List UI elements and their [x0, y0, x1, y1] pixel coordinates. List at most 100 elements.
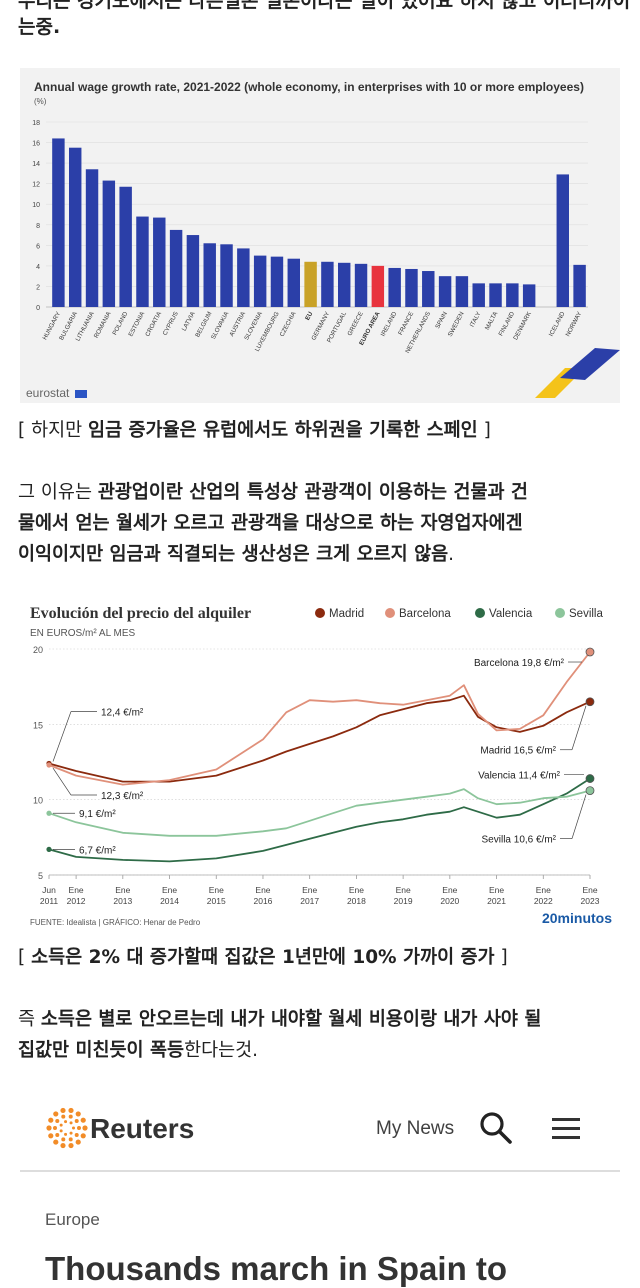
reuters-logo-dot: [72, 1126, 75, 1130]
wage-bar: [237, 248, 250, 307]
legend-marker-madrid: [315, 608, 325, 618]
para1-line2: 물에서 얻는 월세가 오르고 관광객을 대상으로 하는 자영업자에겐: [18, 509, 523, 535]
20minutos-logo: 20minutos: [542, 910, 612, 926]
rent-end-point-madrid: [585, 697, 595, 707]
rent-x-tick-label: Ene: [442, 885, 457, 895]
para2-line2-post: 한다는것.: [184, 1040, 259, 1061]
wage-bar: [253, 255, 267, 307]
wage-category-label: SPAIN: [434, 311, 449, 330]
reuters-logo-dot: [48, 1117, 54, 1123]
rent-start-point-barcelona: [46, 762, 52, 768]
para1-line1: 그 이유는 관광업이란 산업의 특성상 관광객이 이용하는 건물과 건: [18, 478, 528, 504]
eurostat-logo: eurostat: [26, 386, 87, 400]
caption-wage-pre: [ 하지만: [18, 420, 89, 441]
wage-y-tick-label: 10: [32, 202, 40, 209]
hamburger-menu-icon[interactable]: [550, 1114, 582, 1142]
rent-price-chart-svg: Evolución del precio del alquiler EN EUR…: [30, 605, 612, 927]
caption-rent-bold: 소득은 2% 대 증가할때 집값은 1년만에 10% 가까이 증가: [31, 947, 495, 968]
legend-label-sevilla: Sevilla: [569, 608, 603, 620]
reuters-logo-icon[interactable]: [45, 1106, 89, 1150]
rent-y-tick-label: 15: [33, 720, 43, 730]
my-news-link[interactable]: My News: [376, 1118, 455, 1139]
wage-category-label: CZECHIA: [279, 310, 298, 338]
legend-marker-sevilla: [555, 608, 565, 618]
wage-bar: [354, 263, 368, 307]
rent-chart-title: Evolución del precio del alquiler: [30, 605, 251, 622]
para2-line2: 집값만 미친듯이 폭등한다는것.: [18, 1036, 258, 1062]
rent-y-tick-label: 20: [33, 645, 43, 655]
rent-end-point-barcelona: [585, 647, 595, 657]
para1-line3: 이익이지만 임금과 직결되는 생산성은 크게 오르지 않음.: [18, 540, 454, 566]
rent-x-tick-label: 2014: [160, 896, 179, 906]
reuters-logo-dot: [64, 1120, 68, 1124]
wage-bar: [472, 283, 485, 307]
rent-y-tick-label: 5: [38, 871, 43, 881]
reuters-logo-dot: [55, 1133, 60, 1138]
rent-x-tick-label: 2022: [534, 896, 553, 906]
wage-bar: [388, 267, 401, 307]
search-icon[interactable]: [478, 1110, 514, 1146]
wage-category-label: LATVIA: [181, 310, 197, 332]
rent-x-tick-label: Ene: [162, 885, 177, 895]
caption-rent-pre: [: [18, 947, 32, 968]
wage-category-label: FINLAND: [497, 310, 516, 337]
reuters-logo-dot: [69, 1131, 73, 1135]
reuters-logo-dot: [60, 1142, 66, 1149]
eurostat-ribbon-graphic: [535, 348, 620, 398]
wage-growth-chart: Annual wage growth rate, 2021-2022 (whol…: [20, 68, 620, 403]
wage-bar: [52, 138, 65, 307]
wage-category-label: ITALY: [469, 311, 483, 329]
wage-category-label: POLAND: [111, 310, 129, 336]
wage-y-tick-label: 2: [36, 284, 40, 291]
eurostat-logo-text: eurostat: [26, 386, 70, 400]
rent-end-point-sevilla: [585, 786, 595, 796]
reuters-logo-dot: [46, 1125, 52, 1131]
legend-label-valencia: Valencia: [489, 608, 533, 620]
article-headline[interactable]: Thousands march in Spain to: [45, 1250, 508, 1287]
wage-bar: [102, 180, 116, 307]
wage-category-label: ROMANIA: [93, 310, 113, 340]
wage-bar: [68, 147, 82, 307]
rent-x-tick-label: 2011: [40, 896, 59, 906]
para2-line1: 즉 소득은 별로 안오르는데 내가 내야할 월세 비용이랑 내가 사야 될: [18, 1005, 541, 1031]
rent-x-tick-label: Ene: [115, 885, 130, 895]
rent-x-tick-label: Ene: [349, 885, 364, 895]
reuters-logo-dot: [74, 1118, 79, 1123]
reuters-logo-text[interactable]: Reuters: [90, 1113, 195, 1144]
wage-bar: [455, 276, 469, 307]
rent-end-point-valencia: [585, 774, 595, 783]
legend-label-barcelona: Barcelona: [399, 608, 451, 620]
rent-line-barcelona: [48, 651, 591, 786]
rent-x-tick-label: 2020: [440, 896, 459, 906]
caption-rent-post: ]: [494, 947, 508, 968]
wage-bar: [438, 276, 452, 307]
annotation-valencia-end: Valencia 11,4 €/m²: [478, 771, 561, 782]
reuters-logo-dot: [68, 1114, 73, 1119]
eu-flag-icon: [74, 389, 87, 398]
annotation-sevilla-start: 9,1 €/m²: [79, 809, 116, 820]
rent-x-tick-label: Ene: [69, 885, 84, 895]
rent-x-tick-label: 2015: [207, 896, 226, 906]
rent-x-tick-label: Jun: [42, 885, 56, 895]
rent-start-point-sevilla: [46, 810, 52, 816]
rent-line-madrid: [48, 694, 591, 783]
wage-category-label: EU: [304, 310, 314, 321]
wage-category-label: CYPRUS: [162, 311, 180, 337]
wage-category-label: MALTA: [484, 310, 500, 331]
caption-wage: [ 하지만 임금 증가율은 유럽에서도 하위권을 기록한 스페인 ]: [18, 416, 491, 442]
section-label[interactable]: Europe: [45, 1210, 100, 1229]
reuters-logo-dot: [61, 1137, 66, 1142]
wage-y-tick-label: 6: [36, 243, 40, 250]
rent-start-point-valencia: [46, 846, 52, 852]
wage-growth-chart-svg: Annual wage growth rate, 2021-2022 (whol…: [32, 80, 620, 398]
reuters-logo-dot: [80, 1133, 86, 1139]
annotation-madrid-end: Madrid 16,5 €/m²: [480, 746, 556, 757]
wage-y-tick-label: 0: [36, 305, 40, 312]
wage-y-tick-label: 16: [32, 141, 40, 148]
wage-bar: [337, 262, 351, 307]
reuters-logo-dot: [59, 1129, 63, 1133]
reuters-logo-dot: [64, 1132, 68, 1136]
rent-x-tick-label: Ene: [302, 885, 317, 895]
rent-line-valencia: [48, 777, 591, 863]
wage-bar: [405, 268, 418, 307]
